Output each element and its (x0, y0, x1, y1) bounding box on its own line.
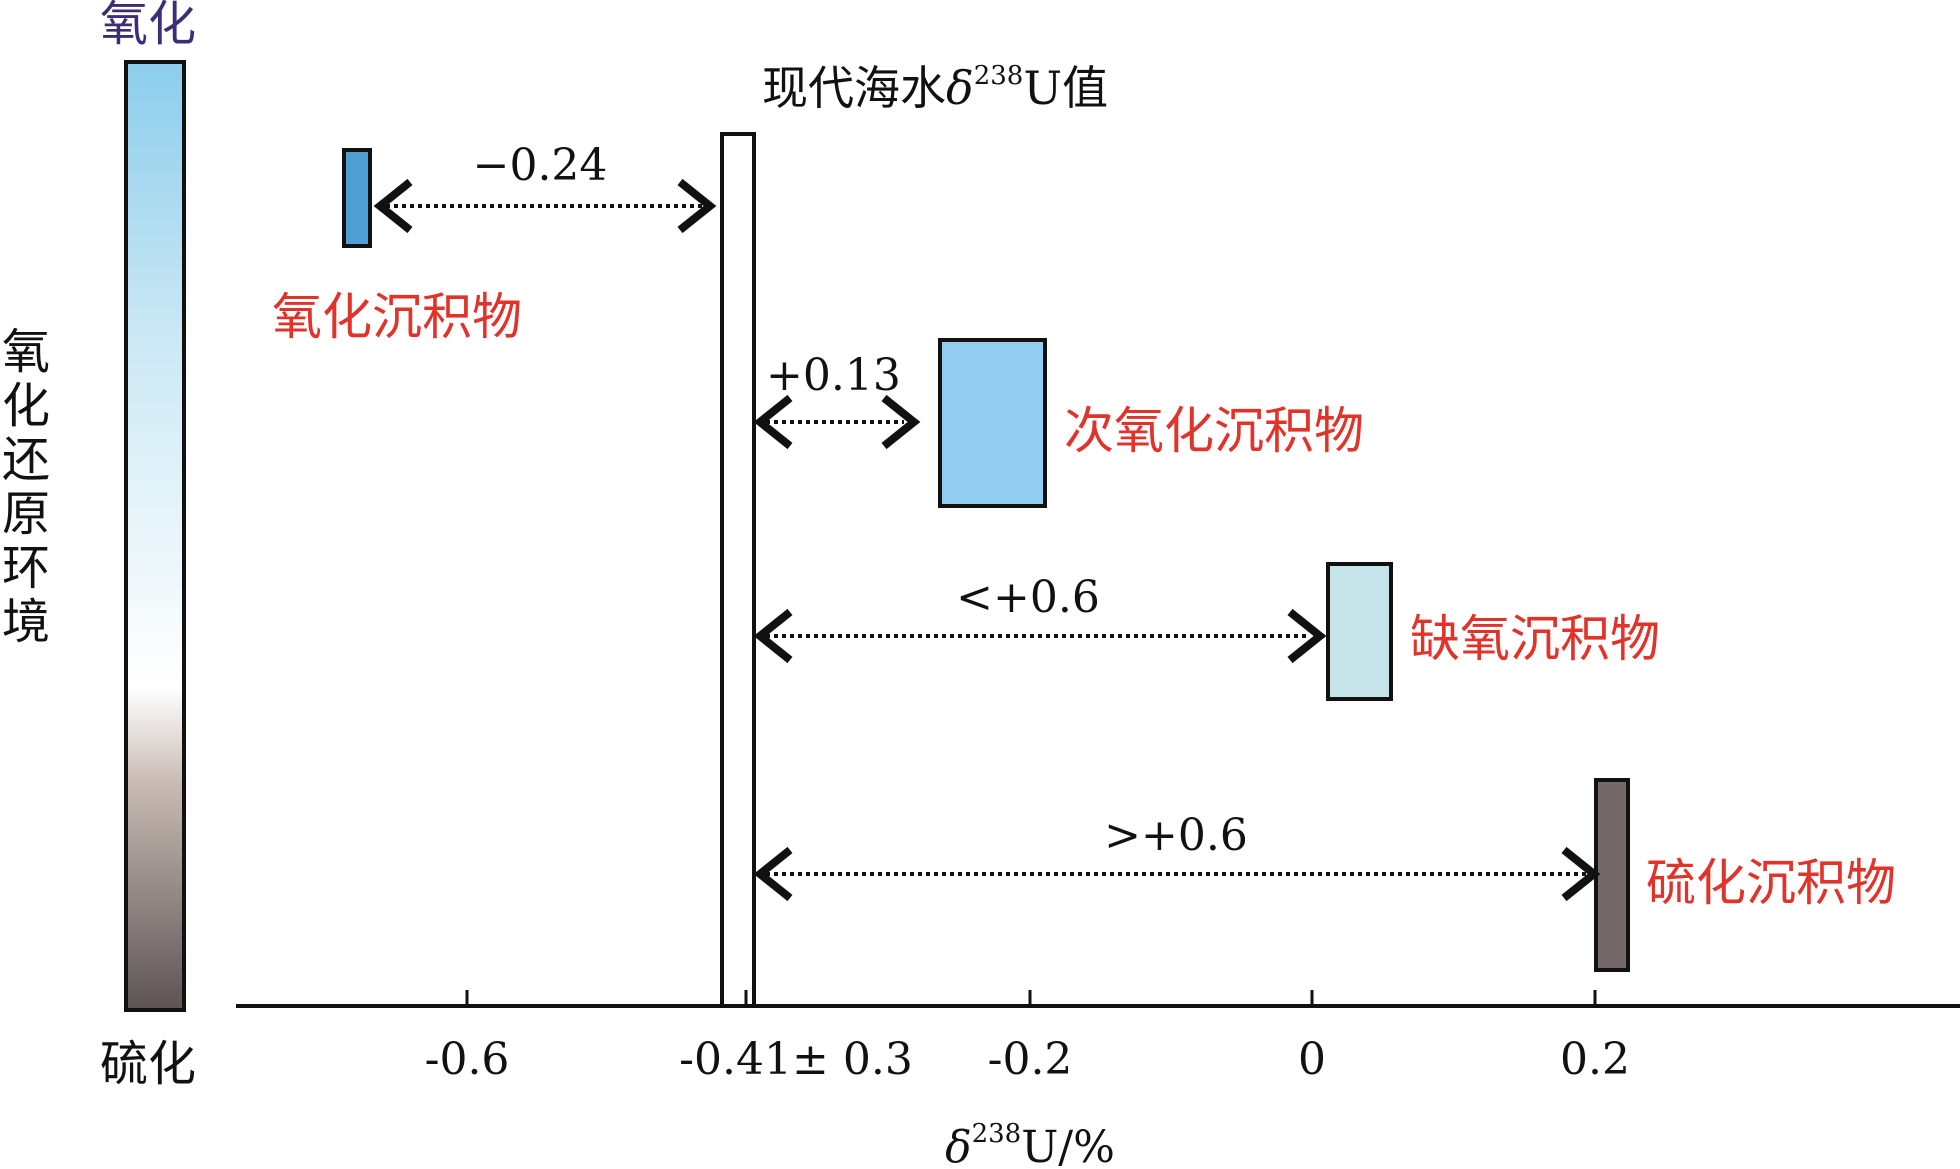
side-char-2: 还 (2, 432, 50, 488)
tick-label: 0 (1298, 1034, 1326, 1085)
arrow-head-right (881, 394, 921, 450)
anoxic-sediment-box (1326, 562, 1393, 701)
anoxic-sediment-group: <+0.6 缺氧沉积物 (753, 562, 1660, 701)
sediment-label: 次氧化沉积物 (1064, 402, 1364, 460)
offset-label: >+0.6 (1104, 810, 1248, 861)
redox-gradient-bar (124, 60, 186, 1012)
side-char-3: 原 (2, 486, 50, 542)
sediment-label: 硫化沉积物 (1646, 854, 1896, 912)
sediment-label: 氧化沉积物 (272, 288, 522, 346)
x-axis-label: δ238U/% (945, 1119, 1115, 1169)
side-char-0: 氧 (2, 324, 50, 380)
side-char-5: 境 (2, 594, 50, 650)
arrow-head-right (1287, 608, 1327, 664)
suboxic-sediment-group: +0.13 次氧化沉积物 (753, 338, 1364, 508)
offset-label: <+0.6 (956, 572, 1100, 623)
suboxic-sediment-box (938, 338, 1047, 508)
tick-label: -0.2 (988, 1034, 1073, 1085)
arrow-head-left (753, 846, 793, 902)
tick-label: 0.2 (1560, 1034, 1630, 1085)
euxinic-sediment-box (1594, 778, 1630, 972)
arrow-head-right (677, 178, 717, 234)
seawater-bar (720, 132, 756, 1008)
sediment-label: 缺氧沉积物 (1410, 610, 1660, 668)
tick-label: -0.41± 0.3 (679, 1034, 913, 1085)
diagram-title: 现代海水δ238U值 (762, 61, 1108, 115)
oxic-sediment-box (342, 148, 372, 248)
side-char-4: 环 (2, 540, 50, 596)
tick-label: -0.6 (425, 1034, 510, 1085)
offset-label: +0.13 (766, 350, 901, 401)
euxinic-label: 硫化 (100, 1036, 196, 1092)
arrow-head-left (753, 608, 793, 664)
oxic-label: 氧化 (100, 0, 196, 52)
arrow-head-left (373, 178, 413, 234)
oxic-sediment-group: −0.24 氧化沉积物 (272, 140, 717, 346)
redox-environment-label: 氧 化 还 原 环 境 (2, 324, 50, 650)
offset-label: −0.24 (473, 140, 608, 191)
arrow-head-left (753, 394, 793, 450)
euxinic-sediment-group: >+0.6 硫化沉积物 (753, 778, 1896, 972)
side-char-1: 化 (2, 378, 50, 434)
arrow-head-right (1561, 846, 1601, 902)
